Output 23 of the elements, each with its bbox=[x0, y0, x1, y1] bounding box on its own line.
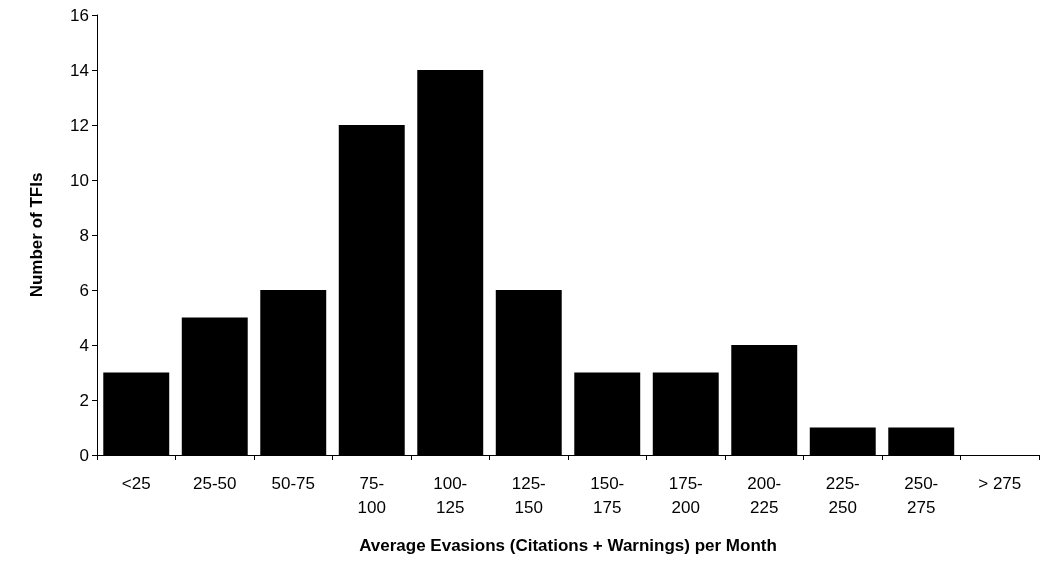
y-tick-label: 4 bbox=[79, 335, 89, 355]
y-tick-label: 8 bbox=[79, 225, 89, 245]
x-tick-label: 125-150 bbox=[511, 473, 546, 517]
x-tick-label: > 275 bbox=[978, 473, 1022, 493]
y-axis-title: Number of TFIs bbox=[27, 172, 46, 298]
x-tick-label: 50-75 bbox=[271, 473, 315, 493]
x-tick-label: 250-275 bbox=[904, 473, 939, 517]
y-tick-label: 2 bbox=[79, 390, 89, 410]
y-tick-label: 0 bbox=[79, 445, 89, 465]
y-tick-label: 12 bbox=[70, 115, 89, 135]
y-tick-label: 14 bbox=[70, 60, 89, 80]
y-tick-label: 6 bbox=[79, 280, 89, 300]
x-tick-label: 25-50 bbox=[193, 473, 237, 493]
x-axis-title: Average Evasions (Citations + Warnings) per Month bbox=[359, 536, 777, 555]
y-tick-label: 10 bbox=[70, 170, 89, 190]
x-tick-label: 200-225 bbox=[747, 473, 782, 517]
x-tick-label: 75-100 bbox=[357, 473, 386, 517]
x-tick-label: 175-200 bbox=[668, 473, 703, 517]
x-tick-label: <25 bbox=[121, 473, 151, 493]
y-tick-label: 16 bbox=[70, 5, 89, 25]
x-tick-label: 150-175 bbox=[590, 473, 625, 517]
x-tick-label: 100-125 bbox=[433, 473, 468, 517]
x-tick-label: 225-250 bbox=[825, 473, 860, 517]
